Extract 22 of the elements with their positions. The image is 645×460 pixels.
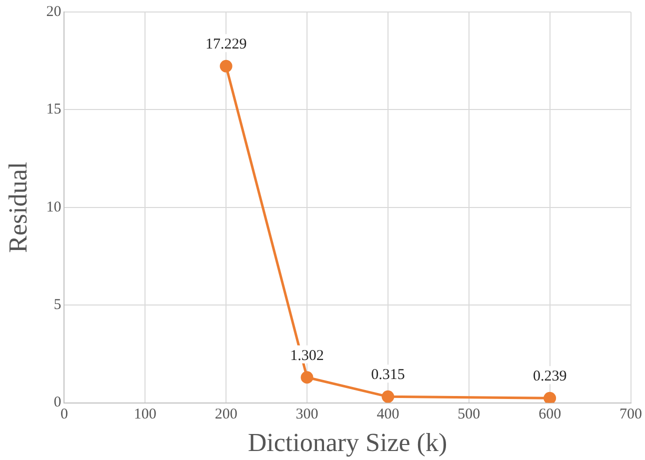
point [544, 392, 556, 403]
y-tick-label: 5 [54, 297, 62, 314]
data-label: 0.239 [532, 368, 567, 385]
x-axis-title: Dictionary Size (k) [248, 428, 448, 458]
point [220, 60, 232, 72]
data-label: 17.229 [205, 36, 247, 53]
y-tick-label: 0 [54, 394, 62, 411]
x-tick-label: 100 [134, 406, 156, 423]
y-tick-label: 15 [46, 102, 62, 118]
x-tick-label: 500 [458, 406, 480, 423]
data-label: 1.302 [290, 348, 324, 364]
y-tick-label: 10 [46, 199, 62, 216]
x-tick-label: 600 [538, 406, 562, 423]
x-tick-label: 400 [376, 406, 400, 423]
x-tick-label: 300 [296, 406, 318, 423]
x-tick-label: 200 [214, 406, 238, 423]
data-label: 0.315 [371, 367, 405, 384]
y-tick-label: 20 [46, 4, 62, 20]
point [300, 371, 314, 384]
point [382, 390, 394, 403]
y-axis-title: Residual [3, 162, 32, 253]
x-tick-label: 700 [620, 406, 642, 423]
